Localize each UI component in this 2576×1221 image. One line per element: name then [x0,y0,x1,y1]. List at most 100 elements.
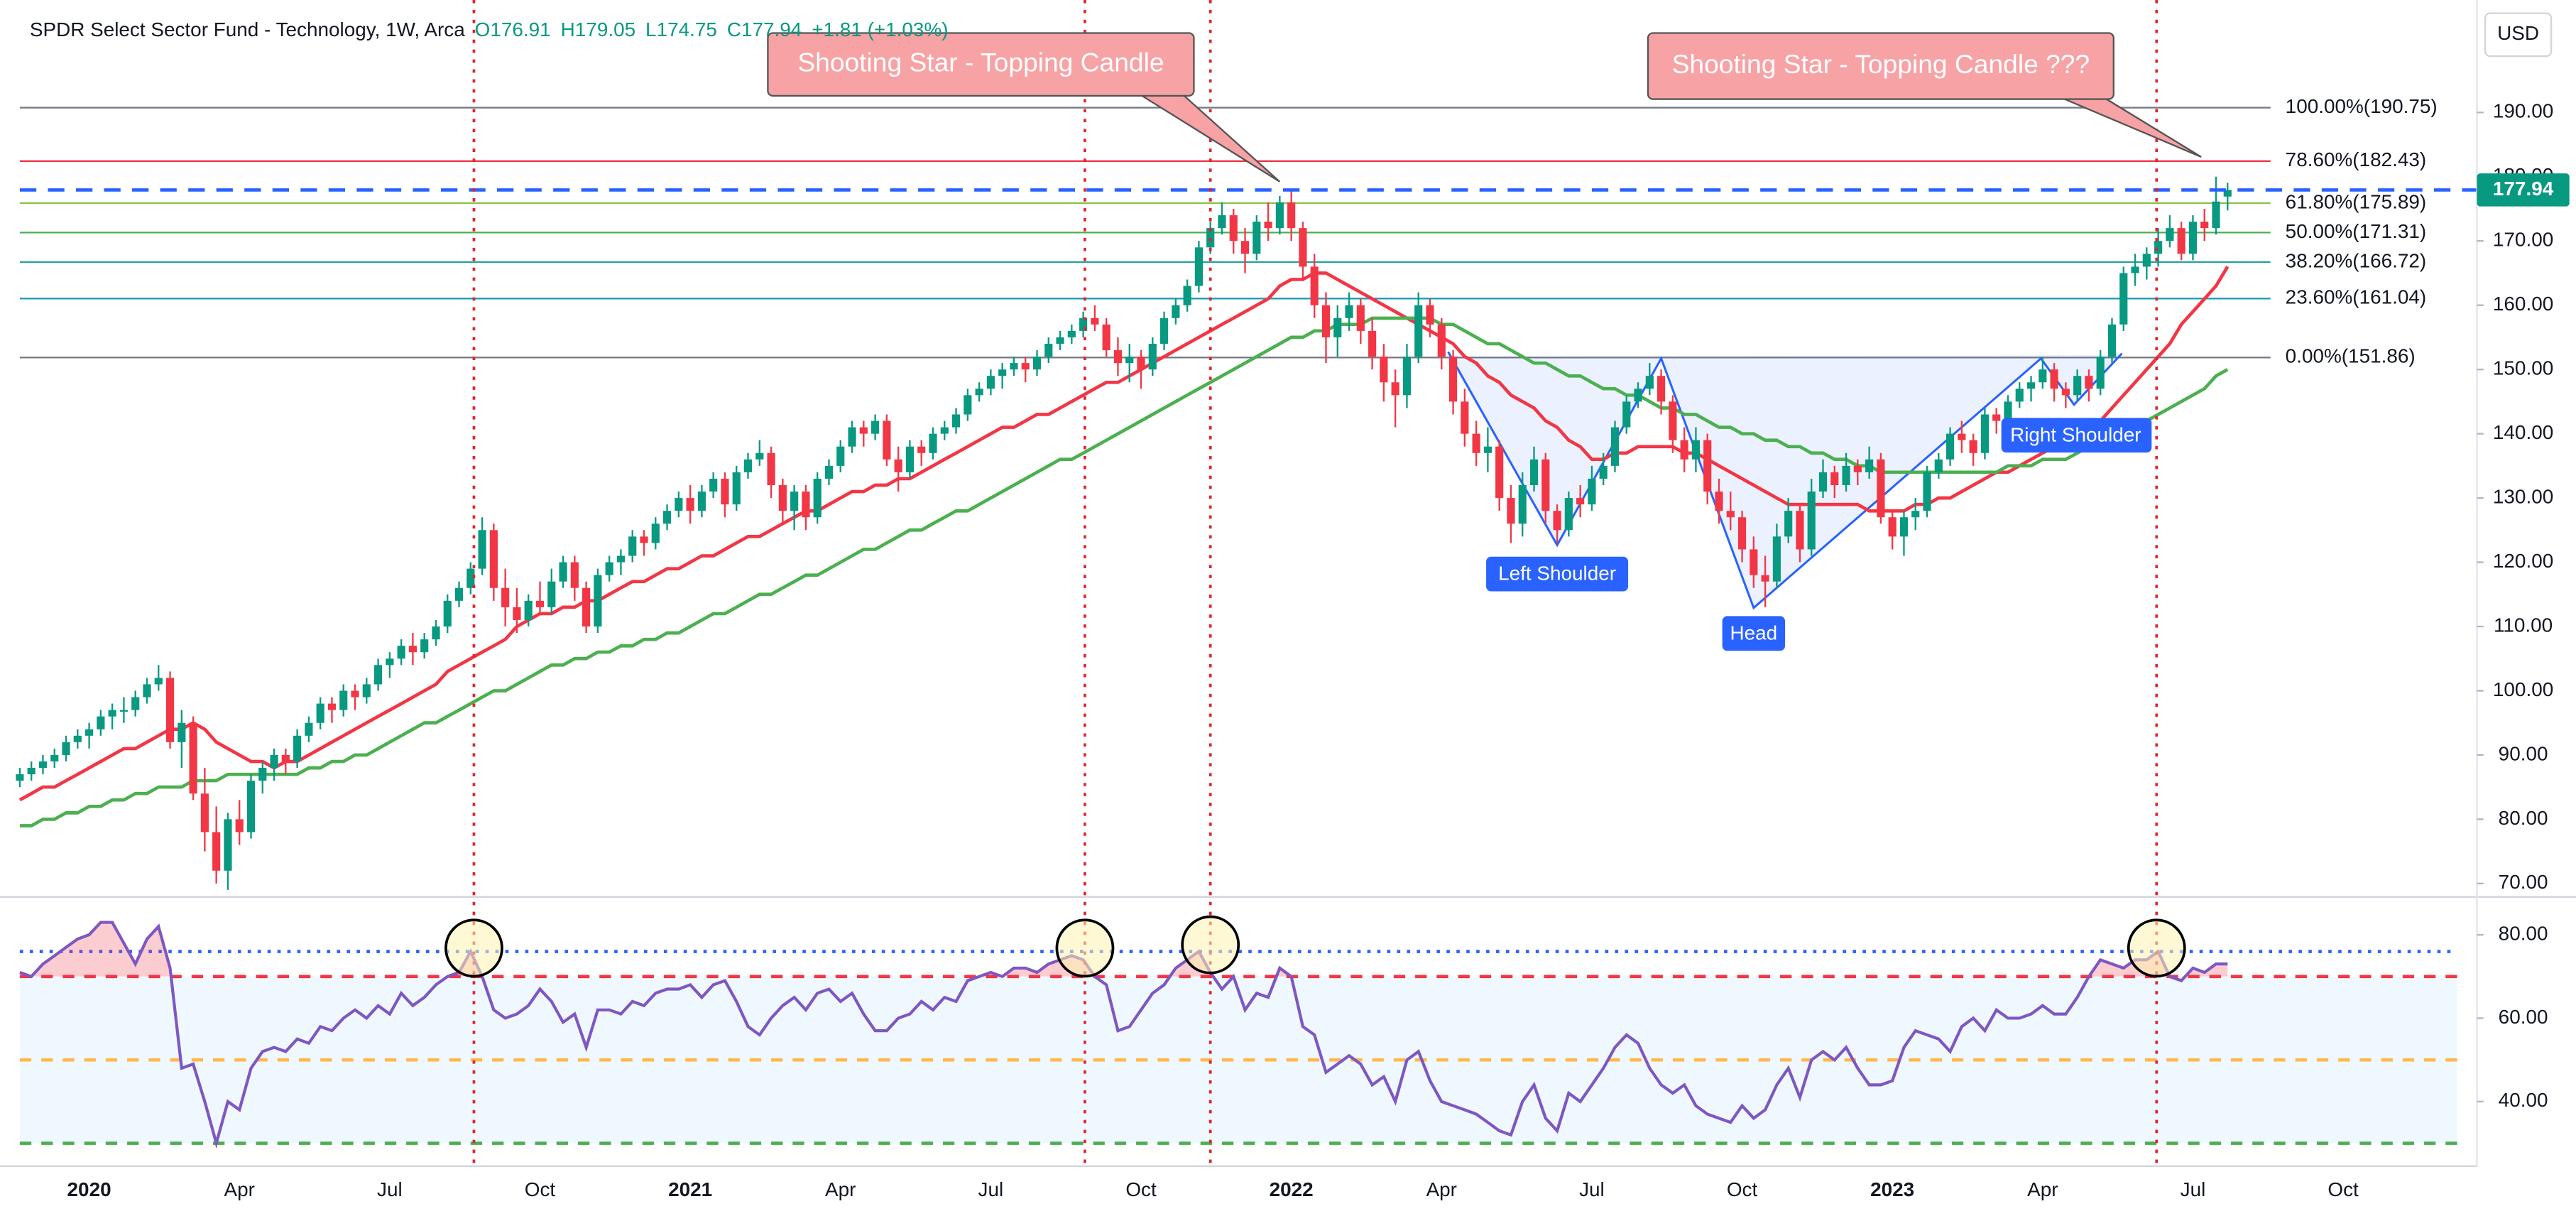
candle-body [951,414,961,428]
candle-body [212,832,221,871]
y-tick-label: 140.00 [2493,421,2553,443]
candle-body [675,498,683,511]
candle-body [246,781,256,832]
fib-label: 23.60%(161.04) [2286,286,2426,308]
candle-body [1923,472,1931,511]
candle-body [1980,414,1990,453]
candle-body [1461,401,1469,434]
candle-body [1010,363,1018,370]
y-tick-label: 190.00 [2493,100,2553,122]
candle-body [1588,478,1596,505]
candle-body [848,427,856,447]
candle-body [1865,459,1874,472]
candle-body [1264,222,1272,229]
candle-body [108,710,116,717]
pattern-labels: Left Shoulder Head Right Shoulder [1486,418,2152,651]
candle-body [1645,376,1654,389]
candle-body [778,484,787,511]
candle-body [1102,324,1110,351]
candle-body [1345,305,1353,318]
candle-body [2004,401,2012,421]
candle-body [2119,273,2128,325]
currency[interactable]: USD [2497,22,2539,44]
candle-body [2096,357,2105,389]
fib-label: 38.20%(166.72) [2286,249,2426,271]
candle-body [420,639,429,653]
candle-body [97,716,105,729]
candle-body [905,446,915,472]
candle-body [1750,549,1758,575]
candle-body [1761,575,1769,582]
candle-body [258,768,267,781]
candle-body [2154,241,2163,254]
currency-box[interactable] [2484,12,2553,58]
candle-body [1691,440,1701,460]
candle-body [917,446,926,453]
candle-body [131,697,140,710]
candle-body [1402,357,1412,396]
candle-body [871,420,880,434]
rsi-tick-label: 80.00 [2499,922,2548,944]
candle-body [2200,222,2209,229]
rsi-band [19,976,2457,1144]
x-tick-label: Oct [1125,1178,1157,1200]
candle-body [50,754,59,761]
candle-body [2177,228,2185,254]
candle-body [1172,305,1180,318]
candle-body [883,420,891,460]
y-tick-label: 160.00 [2493,293,2553,315]
pattern-label: Left Shoulder [1498,563,1616,585]
candle-body [1553,511,1561,531]
pattern-fill [1448,354,2122,608]
candle-body [362,684,371,698]
candle-body [1333,318,1342,337]
candle-body [143,684,151,698]
candle-body [628,536,637,556]
callout: Shooting Star - Topping Candle [767,32,1281,183]
candle-body [1021,363,1030,370]
highlight-circle [2127,918,2186,978]
candle-body [1818,472,1828,492]
candle-body [1703,440,1712,492]
candle-body [386,658,394,666]
candle-body [1934,459,1943,472]
candle-body [721,478,729,505]
label-box [1486,556,1629,592]
candle-body [2223,190,2232,197]
price-overlays: 100.00%(190.75) 78.60%(182.43) 61.80%(175.… [19,95,2438,367]
candle-body [1911,511,1920,518]
y-tick-label: 110.00 [2494,614,2553,636]
axes: 70.00 80.00 90.00 100.00 110.00 120.00 130.00 1… [67,100,2570,1200]
x-tick-label: Jul [978,1178,1004,1200]
moving-average [19,316,2229,827]
candle-body [1958,433,1966,440]
candle-body [235,819,244,832]
candle-body [1056,337,1064,344]
callout: Shooting Star - Topping Candle ??? [1647,32,2202,158]
candle-body [1091,318,1099,325]
candle-body [1159,318,1169,344]
x-tick-label: 2020 [67,1178,111,1200]
callout-text: Shooting Star - Topping Candle ??? [1672,49,2090,79]
candle-body [824,465,834,479]
candle-body [662,511,672,524]
candle-body [1125,357,1134,364]
rsi-circles [444,915,2186,978]
y-tick-label: 170.00 [2493,229,2553,251]
candle-body [2131,266,2139,273]
highlight-circle [1055,918,1115,978]
candle-body [397,646,405,659]
candle-body [1784,511,1793,537]
callout-box [767,32,1195,97]
candle-body [2166,228,2174,242]
candle-body [743,459,753,472]
candle-body [940,427,949,434]
candle-body [1206,228,1215,248]
plot [16,176,2477,890]
candle-body [2188,222,2198,254]
candle-body [1426,305,1434,325]
candle-body [1472,433,1480,453]
candle-body [1610,427,1620,466]
rsi-tick-label: 60.00 [2499,1006,2548,1028]
